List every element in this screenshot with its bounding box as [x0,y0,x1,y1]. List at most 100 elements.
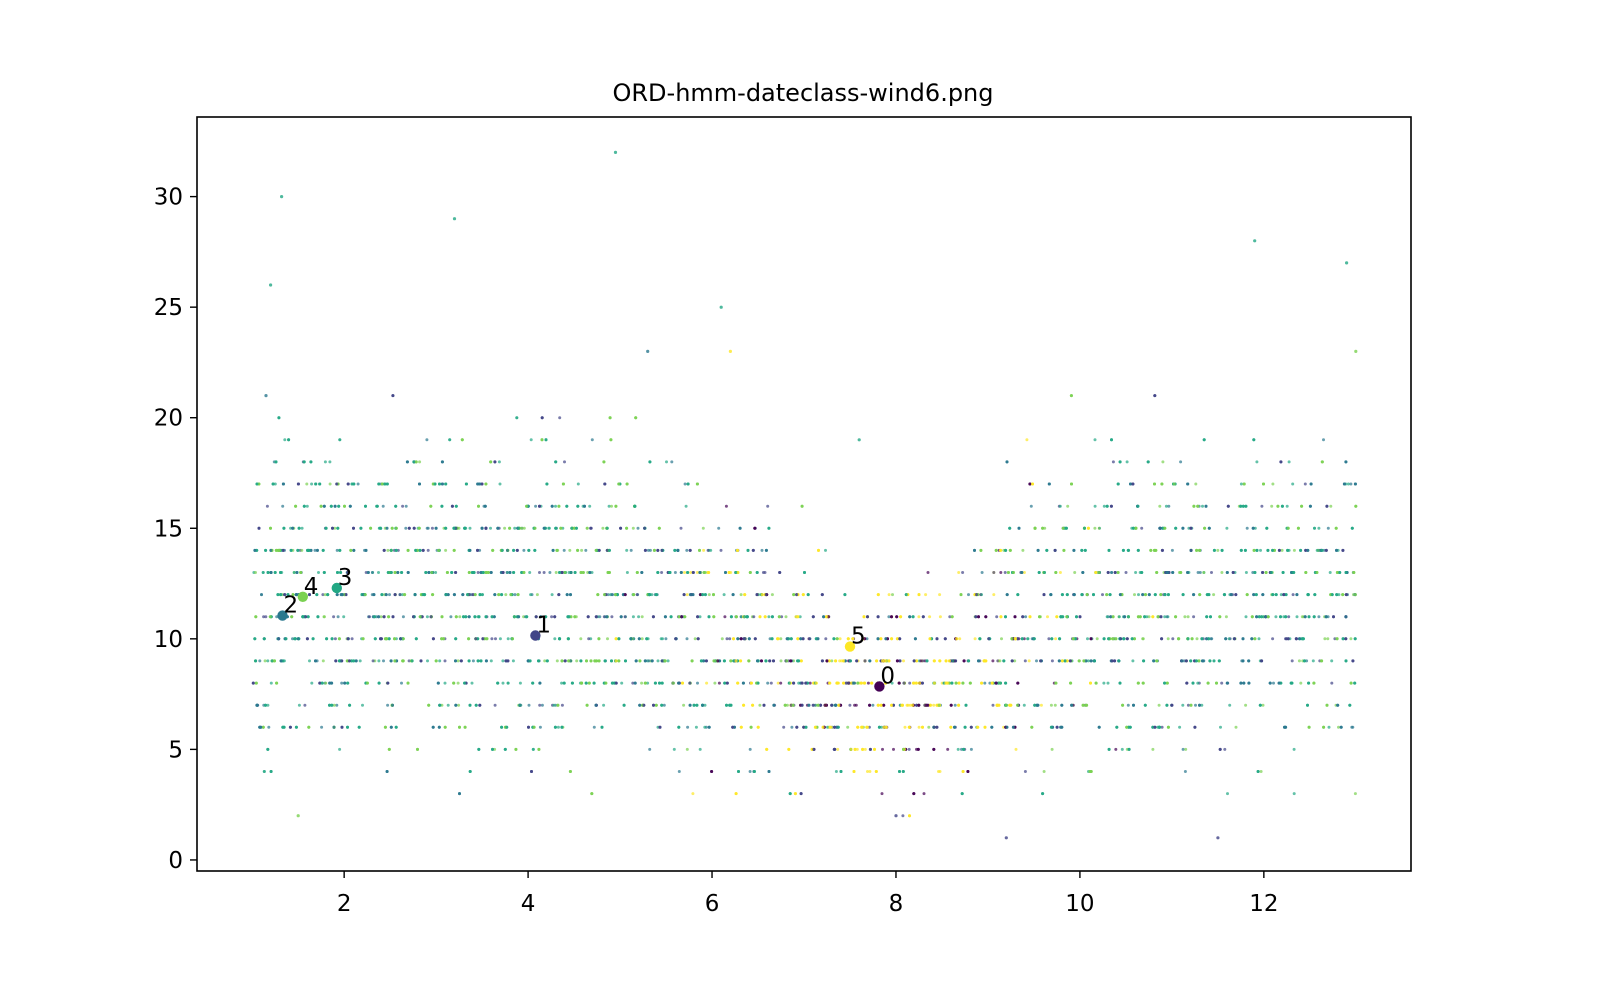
data-point [337,637,341,641]
data-point [799,792,803,796]
data-point [1021,548,1025,552]
data-point [476,571,480,574]
data-point [1035,703,1039,707]
data-point [1189,659,1193,663]
data-point [1183,615,1187,619]
data-point [696,637,700,641]
data-point [1346,482,1350,486]
data-point [575,659,579,663]
data-point [962,659,966,663]
data-point [357,725,361,729]
data-point [569,571,573,574]
data-point [385,526,389,530]
data-point [338,548,342,552]
data-point [401,504,405,508]
data-point [288,725,292,729]
data-point [509,593,513,597]
data-point [1105,593,1109,597]
data-point [897,681,901,685]
data-point [999,571,1003,574]
data-point [1241,637,1245,641]
data-point [468,770,472,773]
data-point [547,526,551,530]
data-point [255,482,259,486]
data-point [1271,548,1275,552]
data-point [372,593,376,597]
data-point [264,703,267,707]
data-point [416,747,419,751]
data-point [995,615,999,619]
data-point [466,593,470,597]
data-point [1039,703,1043,707]
data-point [1042,593,1046,597]
data-point [1129,482,1132,486]
data-point [834,703,838,707]
data-point [603,482,607,486]
data-point [498,637,502,641]
data-point [610,615,614,619]
data-point [1198,593,1202,597]
data-point [824,637,828,641]
data-point [938,593,942,597]
data-point [800,681,804,685]
data-point [624,659,627,663]
data-point [556,703,560,707]
data-point [1191,681,1195,685]
data-point [1225,526,1229,530]
data-point [340,593,344,597]
data-point [279,659,283,663]
data-point [1209,615,1212,619]
data-point [560,681,564,685]
data-point [1174,615,1178,619]
data-point [1113,571,1117,574]
data-point [554,460,558,464]
data-point [1185,681,1189,685]
data-point [443,681,447,685]
data-point [556,725,560,729]
data-point [756,681,760,685]
data-point [352,548,356,552]
data-point [333,504,337,508]
data-point [1336,703,1340,707]
data-point [512,548,516,552]
data-point [683,482,687,486]
data-point [1138,615,1142,619]
data-point [622,703,626,707]
data-point [768,659,772,663]
data-point [693,637,697,641]
data-point [660,703,664,707]
data-point [1008,703,1012,707]
data-point [904,593,908,597]
data-point [1114,637,1118,641]
data-point [350,637,354,641]
data-point [1153,593,1157,597]
data-point [386,703,390,707]
data-point [292,571,296,574]
data-point [1077,659,1081,663]
data-point [1115,725,1119,729]
data-point [1005,725,1009,729]
data-point [540,703,544,707]
data-point [565,593,569,597]
data-point [386,681,390,685]
data-point [647,593,651,597]
data-point [279,593,283,597]
data-point [790,725,794,729]
data-point [935,637,939,641]
data-point [1166,637,1170,641]
data-point [1308,504,1312,508]
data-point [471,659,475,663]
data-point [816,637,820,641]
data-point [973,637,977,641]
data-point [683,615,687,619]
data-point [512,571,516,574]
data-point [691,571,695,574]
data-point [1093,504,1097,508]
data-point [550,593,554,597]
data-point [414,548,418,552]
data-point [371,659,375,663]
data-point [990,725,994,729]
data-point [1164,504,1168,508]
data-point [640,615,644,619]
data-point [698,615,702,619]
